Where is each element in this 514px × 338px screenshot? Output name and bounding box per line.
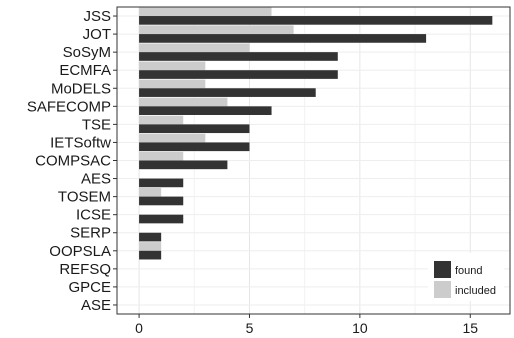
bar-included-ietsoftw <box>139 133 206 143</box>
category-label: ICSE <box>76 207 111 224</box>
x-tick-label: 5 <box>246 320 254 336</box>
bar-found-safecomp <box>139 106 272 115</box>
category-label: SoSyM <box>63 44 111 61</box>
bar-found-tosem <box>139 196 184 206</box>
category-label: COMPSAC <box>35 153 111 170</box>
bar-included-models <box>139 79 206 89</box>
x-axis: 0 5 10 15 <box>135 314 478 336</box>
legend-key-found <box>434 261 451 278</box>
x-tick-label: 15 <box>462 320 478 336</box>
bar-included-jot <box>139 25 294 35</box>
bar-found-jot <box>139 34 427 43</box>
category-label: TSE <box>82 116 111 133</box>
category-label: JSS <box>83 8 111 25</box>
bar-included-tse <box>139 115 184 125</box>
bar-found-ecmfa <box>139 70 338 79</box>
category-label: MoDELS <box>51 80 111 97</box>
bar-included-oopsla <box>139 242 162 251</box>
bar-included-safecomp <box>139 97 228 107</box>
legend-key-included <box>434 281 451 298</box>
bar-found-icse <box>139 214 184 224</box>
bar-found-sosym <box>139 52 338 61</box>
bar-found-compsac <box>139 160 228 170</box>
x-tick-label: 0 <box>135 320 143 336</box>
x-tick-label: 10 <box>352 320 368 336</box>
bar-included-ecmfa <box>139 61 206 71</box>
bar-included-compsac <box>139 151 184 161</box>
category-label: GPCE <box>68 279 111 296</box>
category-label: AES <box>81 171 111 188</box>
category-label: JOT <box>83 26 111 43</box>
category-label: ECMFA <box>59 62 111 79</box>
bar-found-models <box>139 88 316 97</box>
category-label: SERP <box>70 225 111 242</box>
category-label: ASE <box>81 297 111 314</box>
bar-included-tosem <box>139 187 162 197</box>
category-label: TOSEM <box>58 189 111 206</box>
bar-found-serp <box>139 232 162 242</box>
legend-label-found: found <box>455 265 483 277</box>
category-label: OOPSLA <box>49 243 111 260</box>
legend-label-included: included <box>455 285 496 297</box>
bar-found-jss <box>139 16 493 25</box>
bar-found-ietsoftw <box>139 142 250 152</box>
category-axis-labels: JSSJOTSoSyMECMFAMoDELSSAFECOMPTSEIETSoft… <box>27 8 117 314</box>
category-label: REFSQ <box>59 261 111 278</box>
bars <box>139 7 493 260</box>
legend: found included <box>428 253 504 301</box>
bar-found-oopsla <box>139 250 162 260</box>
bar-found-aes <box>139 178 184 188</box>
bar-included-sosym <box>139 43 250 53</box>
bar-found-tse <box>139 124 250 134</box>
bar-included-jss <box>139 7 272 17</box>
category-label: IETSoftw <box>50 134 111 151</box>
category-label: SAFECOMP <box>27 98 111 115</box>
